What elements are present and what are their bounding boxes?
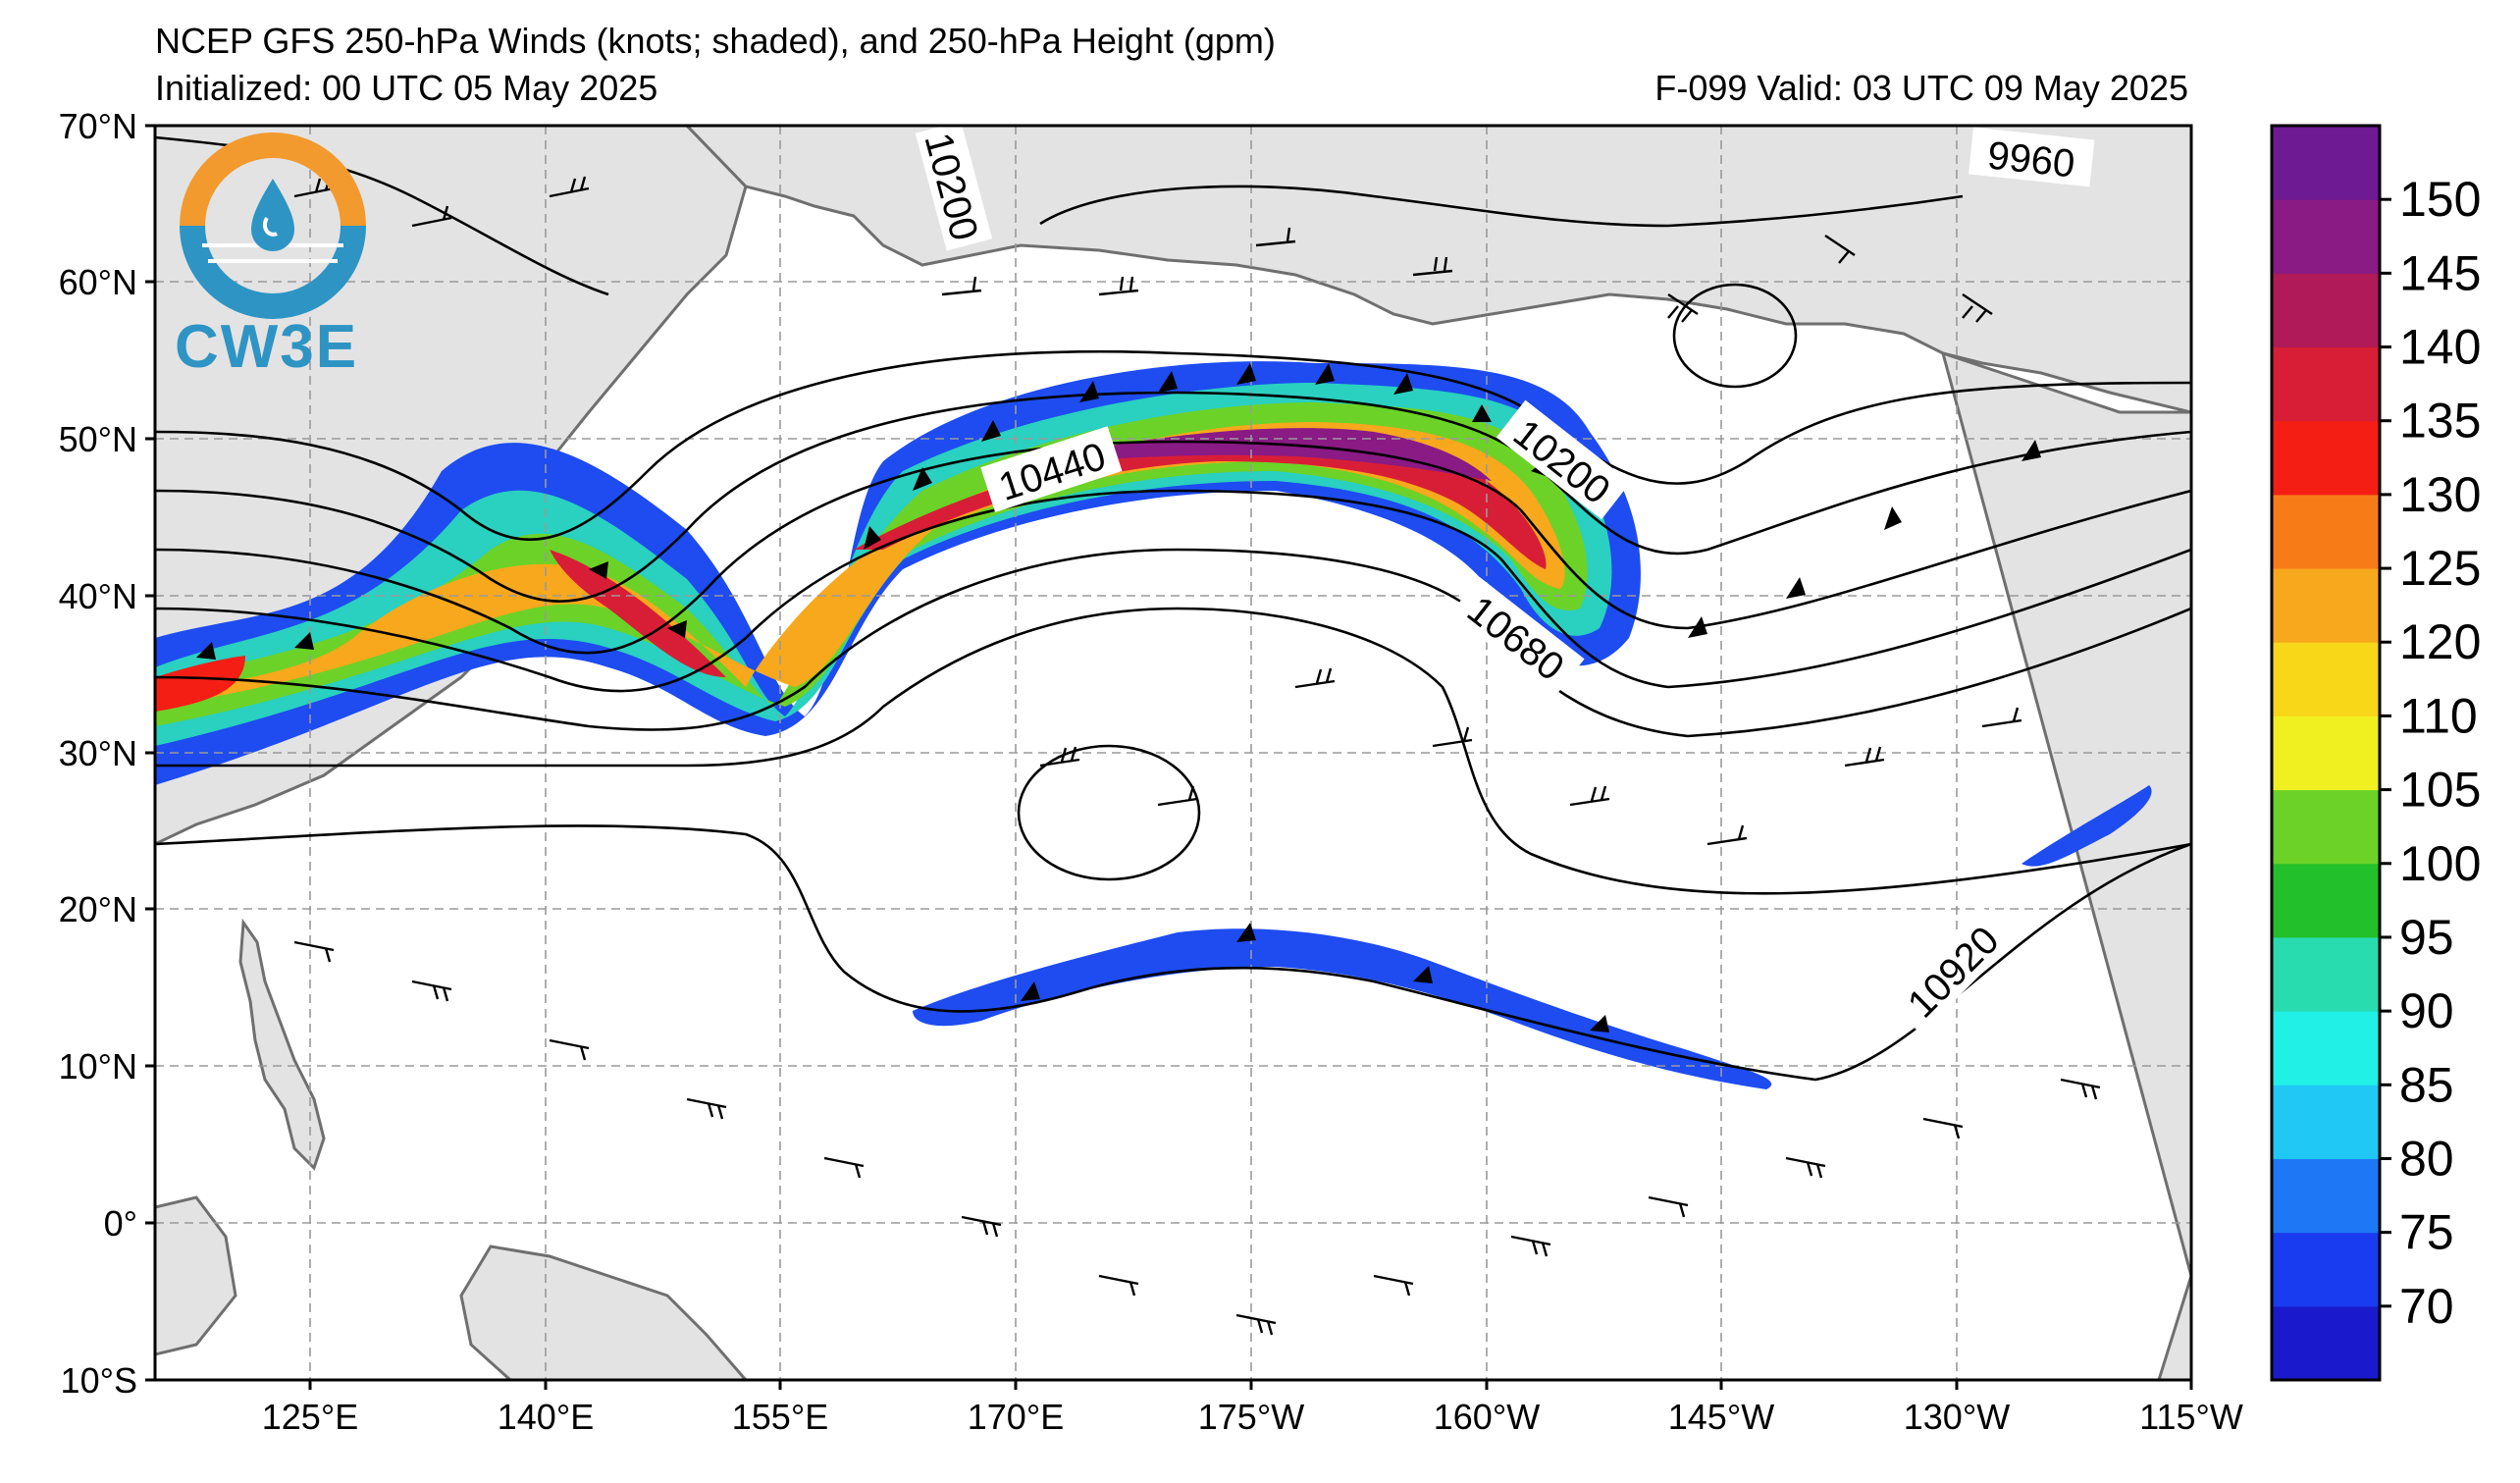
- colorbar-swatch: [2272, 494, 2380, 569]
- colorbar-swatch: [2272, 789, 2380, 865]
- contour-closed-high: [1017, 744, 1201, 881]
- contour-line: [155, 440, 2191, 655]
- colorbar-tick-label: 125: [2399, 541, 2481, 596]
- colorbar-tick-label: 110: [2399, 688, 2478, 743]
- lat-label-10s: 10°S: [61, 1360, 137, 1401]
- lon-label-130w: 130°W: [1904, 1397, 2010, 1437]
- colorbar-tick-label: 70: [2399, 1279, 2454, 1334]
- jet-band-far-west: [155, 656, 245, 712]
- contour-line: [155, 391, 2191, 603]
- lon-label-160w: 160°W: [1434, 1397, 1540, 1437]
- contour-closed-low: [1672, 283, 1798, 389]
- colorbar-tick-label: 80: [2399, 1131, 2454, 1186]
- colorbar-tick-label: 75: [2399, 1205, 2454, 1260]
- contour-line: [155, 824, 2191, 1082]
- lon-label-145w: 145°W: [1668, 1397, 1774, 1437]
- landmass-borneo: [155, 1195, 237, 1356]
- init-time: Initialized: 00 UTC 05 May 2025: [155, 68, 658, 108]
- colorbar-swatch: [2272, 642, 2380, 716]
- colorbar-swatch: [2272, 568, 2380, 643]
- colorbar-swatch: [2272, 1305, 2380, 1381]
- colorbar-tick-label: 90: [2399, 983, 2454, 1038]
- lat-label-40n: 40°N: [59, 576, 137, 616]
- colorbar-tick-label: 140: [2399, 320, 2481, 375]
- cw3e-logo: [180, 132, 366, 319]
- logo-text: CW3E: [175, 313, 359, 381]
- colorbar-swatch: [2272, 1085, 2380, 1159]
- colorbar-swatch: [2272, 863, 2380, 938]
- lat-label-0: 0°: [104, 1203, 137, 1244]
- longitude-axis: [308, 1380, 2193, 1390]
- lat-label-60n: 60°N: [59, 262, 137, 302]
- colorbar-swatch: [2272, 715, 2380, 791]
- colorbar: 150 145 140 135 130 125 120 110 105 100 95 90 85 80 75…: [2270, 124, 2481, 1382]
- jet-band-core-red: [854, 436, 1547, 569]
- contour-label-9960: 9960: [1985, 133, 2076, 185]
- jet-band-core-orange: [155, 422, 1565, 707]
- colorbar-tick-label: 100: [2399, 836, 2481, 891]
- landmass-north-america: [1940, 350, 2191, 1380]
- logo-ring-top: [180, 132, 366, 227]
- chart-title: NCEP GFS 250-hPa Winds (knots; shaded), …: [155, 21, 1276, 61]
- contour-line: [155, 349, 2191, 541]
- contour-line: [155, 489, 2191, 693]
- colorbar-tick-label: 145: [2399, 245, 2481, 300]
- colorbar-swatch: [2272, 346, 2380, 422]
- longitude-labels: 125°E 140°E 155°E 170°E 175°W 160°W 145°…: [262, 1397, 2243, 1437]
- latitude-labels: 70°N 60°N 50°N 40°N 30°N 20°N 10°N 0° 10…: [59, 106, 137, 1401]
- logo-ring-bottom: [180, 225, 366, 319]
- colorbar-tick-label: 95: [2399, 910, 2454, 965]
- lat-label-20n: 20°N: [59, 889, 137, 929]
- lon-label-140e: 140°E: [498, 1397, 594, 1437]
- height-contours: [155, 135, 2191, 1082]
- lon-label-115w: 115°W: [2139, 1397, 2243, 1437]
- colorbar-swatch: [2272, 126, 2380, 200]
- lat-label-50n: 50°N: [59, 419, 137, 459]
- colorbar-tick-label: 120: [2399, 614, 2481, 669]
- graticule: [155, 126, 2191, 1380]
- colorbar-swatch: [2272, 420, 2380, 496]
- colorbar-tick-label: 130: [2399, 467, 2481, 522]
- wind-barbs: [293, 176, 2101, 1336]
- colorbar-swatch: [2272, 1158, 2380, 1234]
- lon-label-155e: 155°E: [732, 1397, 828, 1437]
- wind-speed-shading: [155, 361, 2152, 1089]
- colorbar-swatch: [2272, 1232, 2380, 1307]
- colorbar-tick-label: 105: [2399, 763, 2481, 818]
- wind-flags: [196, 363, 2041, 1033]
- latitude-axis: [145, 124, 155, 1382]
- landmass-philippines: [238, 918, 326, 1171]
- colorbar-swatch: [2272, 273, 2380, 348]
- east-pacific-wind-patch: [2021, 785, 2152, 867]
- contour-line: [155, 607, 2191, 895]
- jet-band-west-red: [550, 550, 726, 677]
- landmass-new-guinea: [459, 1245, 748, 1380]
- lon-label-170e: 170°E: [968, 1397, 1064, 1437]
- landmass-siberia-alaska: [684, 126, 2191, 414]
- colorbar-swatch: [2272, 199, 2380, 274]
- colorbar-swatch: [2272, 936, 2380, 1012]
- colorbar-tick-label: 85: [2399, 1057, 2454, 1112]
- tropical-wind-band: [913, 928, 1772, 1089]
- lat-label-30n: 30°N: [59, 733, 137, 773]
- lat-label-10n: 10°N: [59, 1046, 137, 1086]
- contour-line: [1039, 185, 1964, 228]
- colorbar-frame: [2270, 124, 2382, 1382]
- map-area: 10200 9960 10440 10200 10680 10920: [155, 126, 2191, 1380]
- valid-time: F-099 Valid: 03 UTC 09 May 2025: [1654, 68, 2188, 108]
- colorbar-tick-label: 135: [2399, 394, 2481, 449]
- colorbar-swatch: [2272, 1011, 2380, 1086]
- lon-label-175w: 175°W: [1198, 1397, 1304, 1437]
- colorbar-tick-label: 150: [2399, 172, 2481, 227]
- cw3e-water-drop-icon: [251, 179, 294, 251]
- lat-label-70n: 70°N: [59, 106, 137, 146]
- lon-label-125e: 125°E: [262, 1397, 358, 1437]
- contour-line: [155, 548, 2191, 738]
